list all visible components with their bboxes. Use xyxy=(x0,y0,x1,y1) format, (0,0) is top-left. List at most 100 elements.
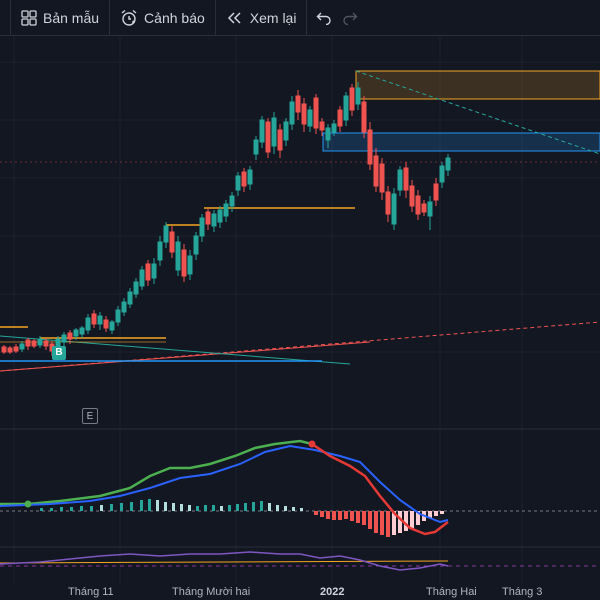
candle xyxy=(373,148,379,192)
candle xyxy=(193,232,199,260)
candle xyxy=(427,196,433,230)
candlesticks[interactable] xyxy=(1,82,451,356)
red-rising-line[interactable] xyxy=(0,341,371,372)
candle xyxy=(433,178,439,206)
candle xyxy=(187,250,193,280)
time-axis-label: Tháng 11 xyxy=(68,586,114,598)
candle xyxy=(43,338,49,350)
candle xyxy=(199,214,205,242)
candle xyxy=(403,162,409,198)
candle xyxy=(229,192,235,212)
candle xyxy=(355,82,361,110)
grid-icon xyxy=(21,9,37,26)
candle xyxy=(247,166,253,190)
redo-icon xyxy=(343,12,358,25)
alarm-clock-icon xyxy=(121,9,137,26)
candle xyxy=(163,222,169,248)
candle xyxy=(277,124,283,158)
candle xyxy=(343,92,349,126)
time-axis-label: 2022 xyxy=(320,586,345,598)
undo-icon xyxy=(316,12,332,25)
support-zone[interactable] xyxy=(322,132,600,152)
candle xyxy=(1,345,7,354)
candle xyxy=(181,244,187,282)
candle xyxy=(235,172,241,196)
candle xyxy=(271,112,277,154)
candle xyxy=(85,314,91,334)
macd-signal-line[interactable] xyxy=(0,444,449,524)
candle xyxy=(265,118,271,158)
candle xyxy=(313,94,319,134)
resistance-zone[interactable] xyxy=(355,70,600,100)
candle xyxy=(211,210,217,232)
candle xyxy=(349,84,355,116)
candle xyxy=(103,316,109,332)
undo-button[interactable] xyxy=(311,0,337,36)
macd-histogram[interactable] xyxy=(40,499,444,537)
candle xyxy=(91,310,97,328)
candle xyxy=(295,90,301,120)
candle xyxy=(79,326,85,338)
replay-button[interactable]: Xem lại xyxy=(216,0,308,36)
candle xyxy=(19,341,25,352)
candle xyxy=(37,336,43,348)
rewind-icon xyxy=(227,11,241,24)
candle xyxy=(421,200,427,216)
candle xyxy=(289,96,295,130)
candle xyxy=(151,258,157,284)
candle xyxy=(25,338,31,350)
alert-button[interactable]: Cảnh báo xyxy=(110,0,216,36)
redo-button[interactable] xyxy=(337,0,363,36)
candle xyxy=(175,236,181,276)
macd-fast-line[interactable] xyxy=(0,439,313,506)
candle xyxy=(31,339,37,348)
rsi-line[interactable] xyxy=(0,551,449,571)
candle xyxy=(319,118,325,136)
candle xyxy=(439,162,445,188)
candle xyxy=(367,122,373,170)
top-toolbar: Bản mẫu Cảnh báo Xem lại xyxy=(0,0,600,36)
candle xyxy=(445,154,451,176)
candle xyxy=(67,330,73,344)
dashed-trend-line[interactable] xyxy=(355,70,600,155)
candle xyxy=(361,96,367,138)
candle xyxy=(205,208,211,230)
candle xyxy=(337,106,343,132)
rsi-mid-line xyxy=(0,560,449,564)
candle xyxy=(13,344,19,353)
alert-label: Cảnh báo xyxy=(144,9,205,26)
candle xyxy=(379,158,385,200)
price-chart[interactable] xyxy=(0,36,600,600)
candle xyxy=(61,332,67,346)
time-axis-label: Tháng 3 xyxy=(502,586,543,598)
candle xyxy=(217,206,223,228)
candle xyxy=(409,180,415,212)
crossover-dot-red xyxy=(308,440,316,448)
time-axis-label: Tháng Mười hai xyxy=(172,586,251,598)
candle xyxy=(133,278,139,298)
toolbar-leading-divider xyxy=(0,0,11,36)
candle xyxy=(127,288,133,308)
candle xyxy=(307,106,313,132)
candle xyxy=(145,260,151,286)
candle xyxy=(109,320,115,334)
candle xyxy=(223,200,229,222)
buy-marker[interactable]: B xyxy=(52,346,66,360)
candle xyxy=(397,166,403,196)
event-marker[interactable]: E xyxy=(82,408,98,424)
replay-label: Xem lại xyxy=(249,9,297,26)
candle xyxy=(331,120,337,136)
crossover-dot-green xyxy=(24,500,32,508)
candle xyxy=(97,312,103,330)
candle xyxy=(7,346,13,354)
candle xyxy=(121,298,127,316)
macd-signal-red-line[interactable] xyxy=(311,442,449,536)
candle xyxy=(139,266,145,290)
templates-button[interactable]: Bản mẫu xyxy=(11,0,111,36)
candle xyxy=(241,168,247,192)
candle xyxy=(115,306,121,326)
candle xyxy=(169,226,175,258)
time-axis-label: Tháng Hai xyxy=(426,586,477,598)
candle xyxy=(325,124,331,148)
candle xyxy=(385,186,391,222)
